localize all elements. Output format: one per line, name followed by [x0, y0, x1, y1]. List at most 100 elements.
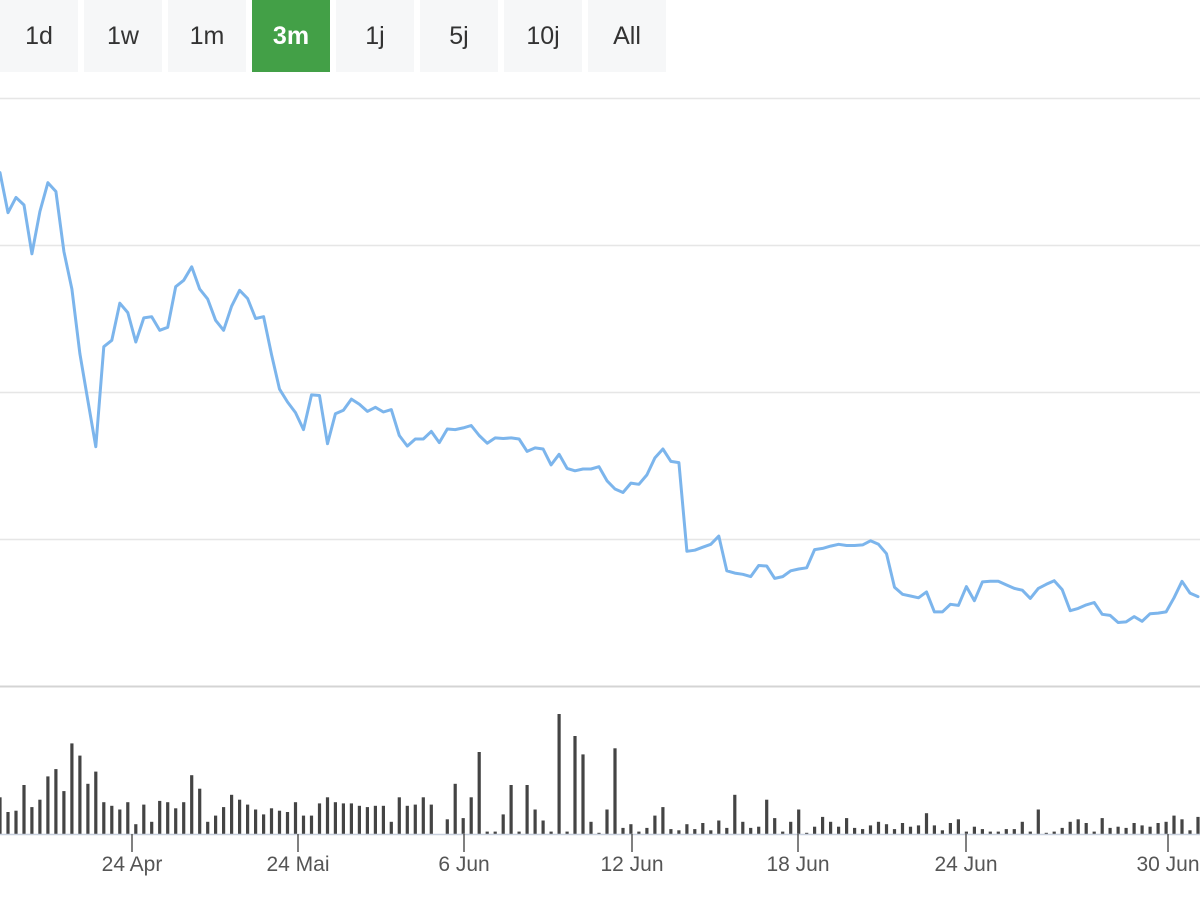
volume-bar [733, 794, 737, 834]
volume-bar [972, 826, 976, 834]
volume-bar [445, 819, 449, 834]
volume-bar [349, 803, 353, 834]
volume-bar [765, 799, 769, 834]
range-button-3m[interactable]: 3m [252, 0, 330, 72]
volume-bar [605, 809, 609, 834]
volume-bar [629, 824, 633, 834]
volume-bar [757, 826, 761, 834]
volume-bar [829, 821, 833, 834]
volume-bar [637, 831, 641, 834]
range-button-all[interactable]: All [588, 0, 666, 72]
volume-bar [876, 821, 881, 834]
range-button-1m[interactable]: 1m [168, 0, 246, 72]
volume-bar [533, 809, 537, 834]
volume-bar [222, 807, 226, 834]
volume-bar [413, 804, 417, 834]
volume-bar [797, 809, 801, 834]
volume-bar [661, 807, 665, 834]
x-tick-label: 24 Jun [934, 853, 997, 876]
volume-bar [461, 818, 465, 834]
volume-bar [581, 754, 585, 834]
volume-bar [1196, 816, 1200, 834]
volume-bar [70, 743, 74, 834]
volume-bar [373, 805, 377, 834]
volume-bar [30, 807, 34, 834]
volume-bar [717, 820, 721, 834]
volume-bar [693, 829, 697, 834]
volume-bar [0, 797, 2, 834]
volume-bar [853, 827, 857, 834]
volume-bar [709, 830, 713, 834]
volume-bar [908, 826, 913, 834]
volume-bar [198, 788, 202, 834]
range-button-5j[interactable]: 5j [420, 0, 498, 72]
volume-bar [142, 804, 146, 834]
x-tick-label: 30 Jun [1136, 853, 1199, 876]
volume-bar [269, 808, 274, 834]
volume-bar [150, 821, 154, 834]
range-button-1d[interactable]: 1d [0, 0, 78, 72]
range-selector: 1d 1w 1m 3m 1j 5j 10j All [0, 0, 666, 72]
x-tick-label: 12 Jun [600, 853, 663, 876]
volume-bar [1036, 809, 1040, 834]
volume-bar [1084, 823, 1088, 834]
volume-bar [613, 748, 617, 834]
range-button-10j[interactable]: 10j [504, 0, 582, 72]
volume-bar [645, 827, 649, 834]
volume-bar [246, 804, 250, 834]
volume-bar [549, 831, 553, 834]
x-axis: 24 Apr 24 Mai 6 Jun 12 Jun 18 Jun 24 Jun 30 Ju… [102, 834, 1200, 876]
volume-bar [1188, 830, 1192, 834]
volume-bar [94, 771, 98, 834]
volume-bar [1124, 827, 1128, 834]
volume-bar [789, 821, 793, 834]
volume-bar [421, 797, 425, 834]
volume-bar [821, 816, 825, 834]
volume-bar [230, 794, 234, 834]
volume-bar [892, 829, 897, 834]
volume-bar [1108, 827, 1112, 834]
volume-bar [916, 825, 921, 834]
volume-bar [357, 805, 361, 834]
volume-bar [1132, 823, 1136, 834]
volume-bar [277, 810, 282, 834]
volume-bar [389, 821, 393, 834]
volume-bar [565, 831, 569, 834]
x-tick-label: 18 Jun [766, 853, 829, 876]
volume-bar [397, 797, 401, 834]
volume-bar [805, 832, 809, 834]
volume-bar [1180, 819, 1184, 834]
volume-bar [126, 802, 130, 834]
volume-bar [110, 805, 114, 834]
volume-bar [589, 821, 593, 834]
volume-bar [884, 824, 889, 834]
volume-bar [940, 830, 944, 834]
volume-bar [493, 831, 497, 834]
volume-bar [868, 825, 873, 834]
volume-bar [1140, 825, 1144, 834]
volume-bar [365, 807, 369, 834]
volume-bar [238, 799, 242, 834]
volume-bar [469, 797, 473, 834]
volume-bar [924, 813, 929, 834]
volume-bar [78, 755, 82, 834]
volume-bar [214, 815, 218, 834]
x-tick-label: 24 Mai [266, 853, 329, 876]
price-line [0, 171, 1200, 624]
volume-bar [1092, 831, 1096, 834]
volume-bar [325, 797, 330, 834]
volume-bars [0, 714, 1200, 834]
price-series [0, 171, 1200, 624]
volume-bar [1004, 829, 1008, 834]
volume-bar [501, 814, 505, 834]
range-button-1w[interactable]: 1w [84, 0, 162, 72]
volume-bar [701, 823, 705, 834]
volume-bar [773, 818, 777, 834]
volume-bar [102, 802, 106, 834]
volume-bar [1068, 821, 1072, 834]
volume-bar [38, 799, 42, 834]
volume-bar [1076, 819, 1080, 834]
volume-bar [86, 783, 90, 834]
volume-bar [485, 831, 489, 834]
range-button-1j[interactable]: 1j [336, 0, 414, 72]
